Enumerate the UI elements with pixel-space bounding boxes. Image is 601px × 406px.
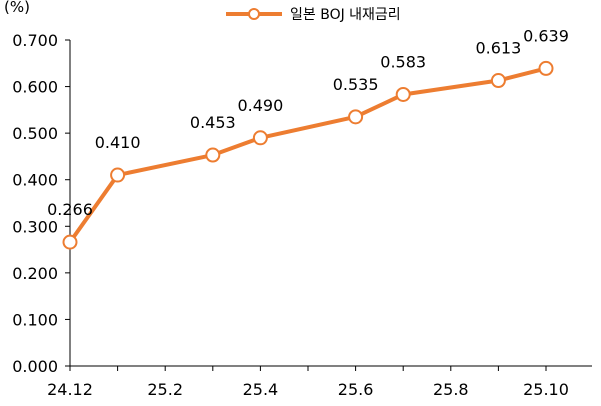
x-tick-label: 24.12 [47,380,93,399]
y-tick-label: 0.700 [12,31,58,50]
data-point [395,86,411,102]
data-point [252,130,268,146]
data-point [490,73,506,89]
series-line [68,66,547,244]
y-tick-label: 0.300 [12,217,58,236]
x-tick-label: 25.10 [523,380,569,399]
x-tick-label: 25.2 [147,380,183,399]
data-point [348,109,364,125]
data-label: 0.266 [47,200,93,219]
data-point [205,147,221,163]
y-tick-label: 0.500 [12,124,58,143]
data-label: 0.453 [190,113,236,132]
data-point [62,234,78,250]
data-label: 0.639 [523,26,569,45]
y-axis-unit-label: (%) [4,0,30,16]
data-label: 0.535 [333,75,379,94]
y-tick-label: 0.000 [12,357,58,376]
legend-series-name: 일본 BOJ 내재금리 [290,7,401,23]
x-tick-label: 25.4 [243,380,279,399]
y-tick-label: 0.600 [12,78,58,97]
legend: 일본 BOJ 내재금리 [226,7,401,23]
data-point [538,60,554,76]
data-label: 0.410 [95,133,141,152]
data-label: 0.613 [475,39,521,58]
x-axis-ticks: 24.12 25.2 25.4 25.6 25.8 25.10 [47,366,569,399]
data-label: 0.490 [237,96,283,115]
x-tick-label: 25.8 [433,380,469,399]
data-label: 0.583 [380,52,426,71]
x-tick-label: 25.6 [338,380,374,399]
data-point [110,167,126,183]
y-axis-ticks: 0.000 0.100 0.200 0.300 0.400 0.500 0.600 0.700 [12,31,70,376]
series-layer [62,60,554,250]
y-tick-label: 0.400 [12,171,58,190]
axes [69,40,592,367]
y-tick-label: 0.200 [12,264,58,283]
y-tick-label: 0.100 [12,310,58,329]
legend-point-marker [248,8,260,20]
